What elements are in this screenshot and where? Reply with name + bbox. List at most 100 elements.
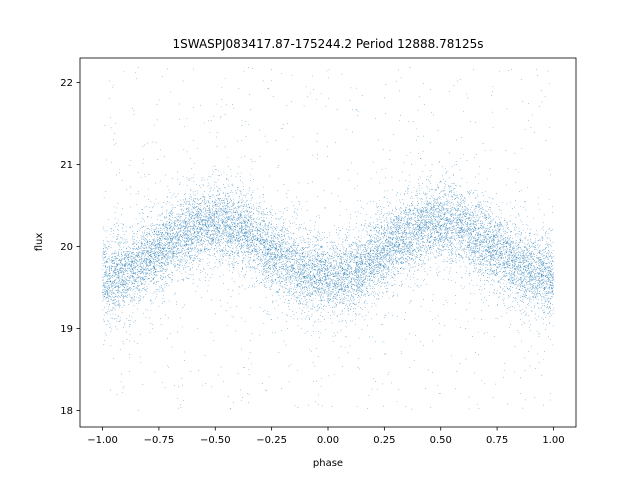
data-point: [443, 242, 444, 243]
data-point: [355, 241, 357, 243]
data-point: [507, 224, 508, 226]
data-point: [443, 236, 444, 238]
data-point: [476, 248, 478, 250]
data-point: [265, 235, 266, 237]
data-point: [331, 245, 333, 247]
data-point: [226, 201, 228, 202]
data-point: [549, 273, 551, 274]
data-point: [169, 237, 170, 239]
data-point: [309, 245, 310, 247]
data-point: [228, 195, 230, 197]
data-point: [193, 208, 195, 209]
data-point: [231, 234, 232, 236]
data-point: [328, 289, 330, 290]
data-point: [473, 214, 475, 216]
data-point: [531, 267, 533, 269]
data-point: [474, 243, 475, 245]
data-point: [233, 258, 235, 260]
data-point: [327, 295, 328, 297]
data-point: [491, 236, 493, 237]
data-point: [179, 263, 181, 265]
data-point: [288, 294, 290, 296]
data-point: [498, 262, 499, 264]
data-point: [498, 266, 500, 268]
data-point: [509, 245, 511, 247]
data-point: [156, 238, 158, 240]
data-point: [241, 230, 242, 232]
data-point: [419, 213, 420, 215]
data-point: [294, 211, 296, 213]
data-point: [226, 178, 228, 180]
data-point: [497, 274, 498, 275]
data-point: [513, 265, 514, 267]
data-point: [483, 234, 485, 236]
data-point: [312, 325, 314, 327]
data-point: [327, 275, 329, 277]
data-point: [236, 248, 238, 250]
data-point: [349, 300, 351, 302]
data-point: [158, 243, 160, 245]
data-point: [167, 274, 168, 276]
data-point: [334, 259, 336, 261]
data-point: [110, 264, 112, 266]
data-point: [390, 220, 391, 222]
data-point: [314, 365, 316, 367]
data-point: [401, 225, 402, 227]
data-point: [141, 266, 142, 268]
data-point: [217, 212, 219, 214]
data-point: [313, 268, 314, 270]
data-point: [542, 249, 543, 251]
data-point: [122, 284, 124, 286]
data-point: [355, 318, 356, 320]
data-point: [309, 230, 311, 232]
data-point: [451, 190, 453, 192]
data-point: [223, 250, 225, 251]
data-point: [206, 239, 207, 241]
data-point: [527, 248, 529, 250]
data-point: [189, 180, 190, 181]
data-point: [479, 201, 481, 203]
data-point: [536, 295, 538, 297]
data-point: [354, 281, 356, 282]
data-point: [425, 209, 427, 211]
data-point: [514, 274, 516, 276]
data-point: [523, 272, 525, 274]
data-point: [379, 234, 381, 236]
data-point: [504, 269, 506, 271]
data-point: [346, 249, 347, 251]
data-point: [473, 192, 474, 193]
data-point: [299, 262, 300, 264]
data-point: [417, 247, 419, 249]
data-point: [167, 233, 169, 235]
data-point: [463, 232, 464, 233]
data-point: [392, 277, 394, 278]
data-point: [196, 222, 198, 224]
data-point: [529, 291, 531, 293]
data-point: [510, 289, 511, 291]
data-point: [361, 294, 362, 296]
data-point: [342, 278, 344, 280]
data-point: [416, 254, 417, 255]
data-point: [323, 308, 324, 310]
data-point: [194, 236, 196, 238]
data-point: [184, 260, 186, 262]
data-point: [155, 288, 157, 290]
data-point: [321, 282, 323, 284]
data-point: [104, 251, 106, 252]
data-point: [551, 285, 552, 287]
data-point: [288, 271, 289, 273]
data-point: [211, 242, 213, 244]
data-point: [332, 279, 334, 280]
data-point: [360, 256, 362, 258]
data-point: [115, 259, 116, 261]
data-point: [335, 267, 336, 269]
data-point: [273, 254, 275, 256]
data-point: [283, 340, 285, 342]
data-point: [528, 278, 530, 280]
data-point: [335, 275, 337, 277]
data-point: [147, 217, 149, 219]
data-point: [341, 244, 343, 245]
data-point: [479, 252, 480, 254]
data-point: [343, 301, 345, 302]
data-point: [498, 276, 500, 278]
